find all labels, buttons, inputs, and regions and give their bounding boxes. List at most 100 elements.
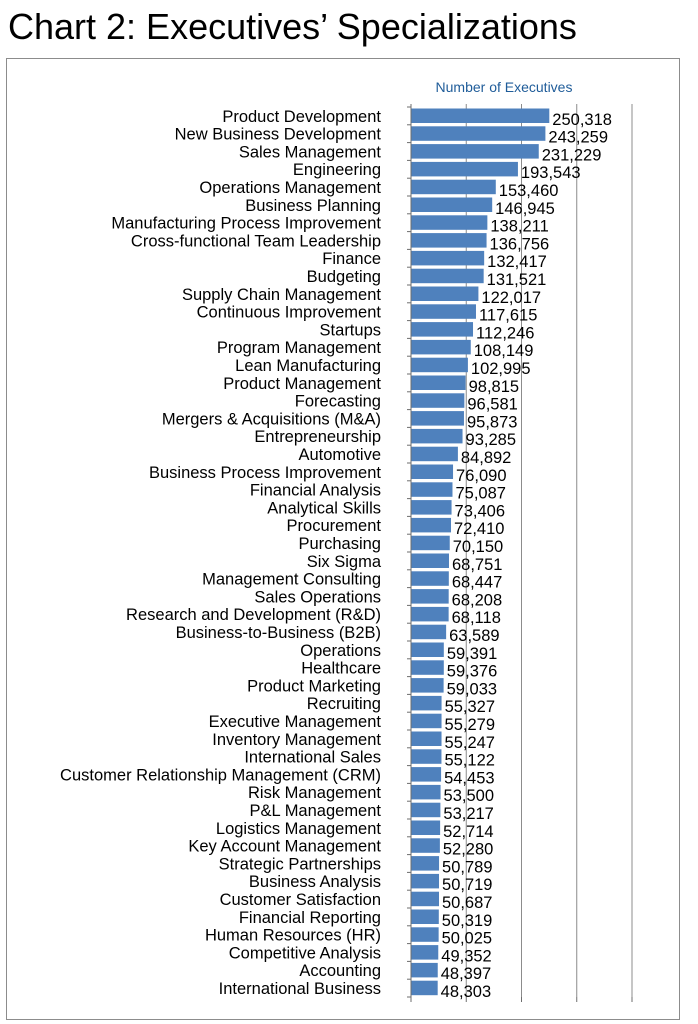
bar — [411, 322, 474, 337]
bar — [411, 446, 458, 462]
bar — [411, 589, 449, 604]
category-label: Business Process Improvement — [149, 464, 381, 482]
data-label: 68,208 — [452, 591, 502, 609]
data-label: 50,719 — [442, 876, 492, 894]
data-label: 68,751 — [452, 556, 502, 574]
category-label: Customer Relationship Management (CRM) — [60, 766, 381, 784]
category-label: Risk Management — [248, 784, 381, 802]
bar — [411, 784, 441, 800]
category-label: Manufacturing Process Improvement — [111, 215, 381, 233]
data-label: 72,410 — [454, 520, 504, 538]
bar — [411, 161, 518, 177]
data-label: 95,873 — [467, 413, 517, 431]
category-label: Cross-functional Team Leadership — [131, 232, 381, 250]
data-label: 59,376 — [447, 663, 497, 681]
category-label: Healthcare — [301, 660, 381, 678]
data-label: 53,500 — [444, 787, 494, 805]
chart-title: Chart 2: Executives’ Specializations — [8, 6, 577, 47]
bar — [411, 927, 439, 942]
category-label: Human Resources (HR) — [205, 927, 381, 945]
category-label: Mergers & Acquisitions (M&A) — [162, 410, 381, 428]
data-label: 49,352 — [441, 947, 491, 965]
data-label: 75,087 — [455, 485, 505, 503]
bar — [411, 286, 479, 301]
data-label: 138,211 — [490, 218, 548, 236]
category-label: Sales Operations — [254, 588, 381, 606]
bar — [411, 838, 440, 853]
data-label: 50,789 — [442, 858, 492, 876]
data-label: 136,756 — [490, 235, 550, 253]
category-label: International Business — [219, 980, 381, 998]
data-label: 59,033 — [447, 680, 497, 698]
category-label: Key Account Management — [188, 838, 381, 856]
x-axis-title: Number of Executives — [436, 79, 573, 95]
bar — [411, 375, 466, 390]
data-label: 132,417 — [487, 253, 547, 271]
bar — [411, 820, 441, 835]
category-label: Product Management — [223, 375, 381, 393]
category-label: Procurement — [287, 517, 382, 535]
bar — [411, 304, 476, 319]
bar — [411, 606, 449, 622]
category-label: Research and Development (R&D) — [126, 606, 381, 624]
category-label: Program Management — [217, 339, 382, 357]
data-label: 250,318 — [552, 111, 612, 129]
data-label: 231,229 — [542, 146, 602, 164]
category-label: Lean Manufacturing — [235, 357, 381, 375]
category-label: Executive Management — [209, 713, 382, 731]
bar — [411, 945, 439, 960]
bar — [411, 108, 550, 123]
data-label: 48,303 — [441, 983, 491, 1001]
category-label: Product Marketing — [247, 677, 381, 695]
bar — [411, 731, 442, 746]
data-label: 68,118 — [452, 609, 501, 627]
bar — [411, 980, 438, 996]
data-label: 50,687 — [442, 894, 492, 912]
data-label: 112,246 — [476, 324, 534, 342]
bar — [411, 144, 539, 159]
data-label: 243,259 — [548, 129, 608, 147]
category-label: Customer Satisfaction — [220, 891, 381, 909]
bar — [411, 339, 471, 355]
bar — [411, 482, 453, 497]
bar — [411, 464, 454, 479]
category-label: Competitive Analysis — [229, 944, 381, 962]
category-label: P&L Management — [250, 802, 382, 820]
data-label: 76,090 — [456, 467, 506, 485]
data-label: 52,280 — [443, 841, 493, 859]
category-label: Purchasing — [298, 535, 381, 553]
bar — [411, 962, 438, 978]
data-label: 59,391 — [447, 645, 497, 663]
chart-frame — [6, 58, 680, 1020]
data-label: 93,285 — [466, 431, 516, 449]
data-label: 122,017 — [481, 289, 541, 307]
bar — [411, 500, 452, 515]
bar — [411, 517, 452, 533]
bar — [411, 179, 496, 195]
category-label: Inventory Management — [212, 731, 381, 749]
bar — [411, 535, 450, 551]
data-label: 54,453 — [444, 769, 494, 787]
data-label: 52,714 — [443, 823, 493, 841]
bar — [411, 233, 487, 248]
data-label: 98,815 — [469, 378, 519, 396]
data-label: 55,247 — [445, 734, 495, 752]
category-label: Operations — [300, 642, 381, 660]
bar — [411, 678, 444, 693]
category-label: Finance — [322, 250, 381, 268]
category-label: Business Analysis — [249, 873, 381, 891]
category-label: Recruiting — [307, 695, 381, 713]
bar — [411, 695, 442, 711]
category-label: Six Sigma — [307, 553, 382, 571]
category-label: Budgeting — [307, 268, 381, 286]
bar — [411, 215, 488, 230]
category-label: Engineering — [293, 161, 381, 179]
bar — [411, 713, 442, 729]
bar — [411, 624, 447, 640]
data-label: 146,945 — [495, 200, 555, 218]
bar — [411, 250, 485, 266]
bar — [411, 411, 464, 426]
category-label: Financial Reporting — [239, 909, 381, 927]
data-label: 55,122 — [444, 752, 494, 770]
